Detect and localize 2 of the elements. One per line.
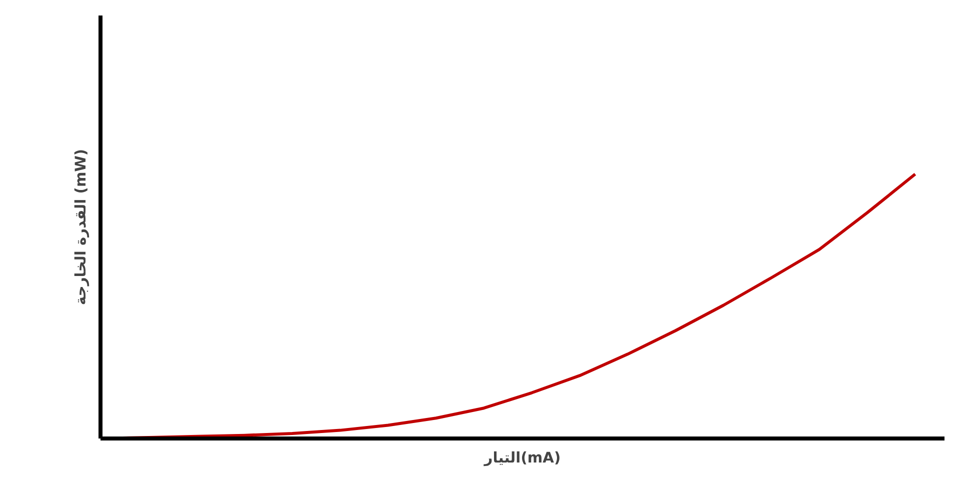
y-axis-title: القدرة الخارجة (mW) [72, 148, 90, 306]
x-axis-title: التيار(mA) [483, 450, 561, 466]
